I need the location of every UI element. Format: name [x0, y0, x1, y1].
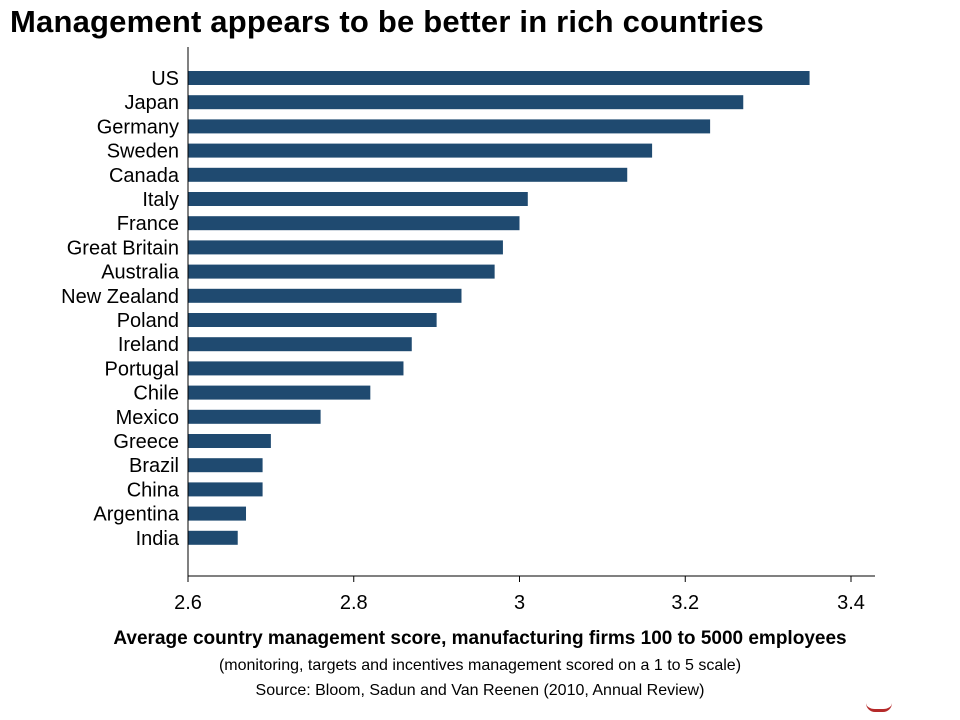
- chart-caption: Average country management score, manufa…: [113, 628, 847, 649]
- bar-india: [188, 530, 238, 545]
- corner-logo-mark: [866, 703, 892, 712]
- category-label: Chile: [133, 383, 179, 405]
- category-label: Canada: [109, 165, 180, 187]
- category-label: New Zealand: [61, 286, 179, 308]
- bar-us: [188, 71, 810, 85]
- chart-source-note: Source: Bloom, Sadun and Van Reenen (201…: [255, 682, 705, 699]
- bar-france: [188, 216, 520, 231]
- bar-poland: [188, 313, 437, 327]
- x-tick-label: 3.4: [837, 592, 865, 614]
- bars-layer: [188, 71, 810, 545]
- category-label: Poland: [117, 310, 179, 332]
- bar-japan: [188, 95, 744, 110]
- category-label: Great Britain: [67, 237, 179, 259]
- bar-great-britain: [188, 240, 503, 255]
- category-label: France: [117, 213, 179, 235]
- bar-italy: [188, 192, 528, 206]
- bar-canada: [188, 167, 628, 182]
- bar-chile: [188, 385, 371, 400]
- chart-caption-subtitle: (monitoring, targets and incentives mana…: [218, 657, 742, 674]
- category-label: Germany: [97, 116, 179, 138]
- page-title: Management appears to be better in rich …: [10, 4, 764, 39]
- x-tick-label: 2.6: [174, 592, 202, 614]
- category-label: Brazil: [129, 455, 179, 477]
- category-label: China: [127, 479, 180, 501]
- category-label: Japan: [125, 92, 180, 114]
- x-tick-label: 2.8: [340, 592, 368, 614]
- x-tick-label: 3: [514, 592, 525, 614]
- bar-mexico: [188, 409, 321, 424]
- bar-new-zealand: [188, 288, 462, 303]
- category-label: US: [151, 68, 179, 90]
- category-label: Sweden: [107, 141, 179, 163]
- category-label: Ireland: [118, 334, 179, 356]
- bar-sweden: [188, 143, 653, 158]
- category-label: India: [136, 528, 180, 550]
- category-label: Argentina: [93, 504, 179, 526]
- category-label: Mexico: [116, 407, 179, 429]
- bar-chart: USJapanGermanySwedenCanadaItalyFranceGre…: [61, 47, 875, 614]
- category-labels: USJapanGermanySwedenCanadaItalyFranceGre…: [61, 68, 180, 550]
- bar-china: [188, 482, 263, 497]
- bar-germany: [188, 119, 711, 134]
- bar-brazil: [188, 458, 263, 473]
- bar-portugal: [188, 361, 404, 376]
- category-label: Greece: [113, 431, 179, 453]
- category-label: Australia: [101, 262, 180, 284]
- category-label: Portugal: [105, 358, 180, 380]
- category-label: Italy: [142, 189, 179, 211]
- bar-australia: [188, 264, 495, 279]
- x-axis: 2.6 2.8 3 3.2 3.4: [174, 47, 875, 614]
- bar-ireland: [188, 337, 412, 352]
- bar-argentina: [188, 506, 247, 521]
- x-tick-label: 3.2: [671, 592, 699, 614]
- bar-greece: [188, 434, 271, 448]
